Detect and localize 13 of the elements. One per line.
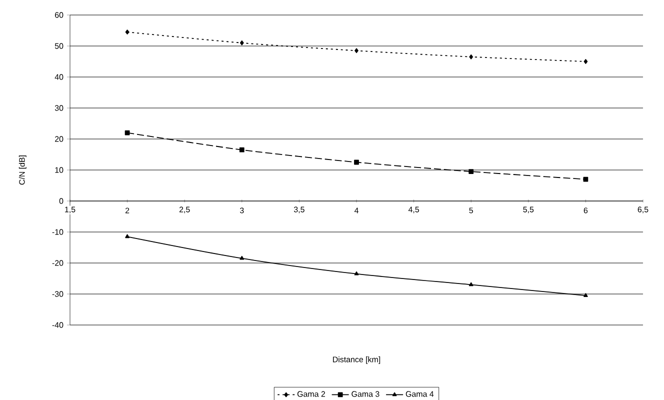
point xyxy=(240,40,244,46)
point xyxy=(354,48,358,54)
point xyxy=(469,54,474,60)
point xyxy=(125,234,130,238)
point xyxy=(125,30,130,34)
point xyxy=(354,271,359,276)
point xyxy=(354,160,359,165)
point xyxy=(239,147,244,152)
point xyxy=(468,282,474,286)
point xyxy=(584,59,588,64)
point xyxy=(584,293,588,297)
point xyxy=(468,169,474,174)
point xyxy=(240,256,244,260)
